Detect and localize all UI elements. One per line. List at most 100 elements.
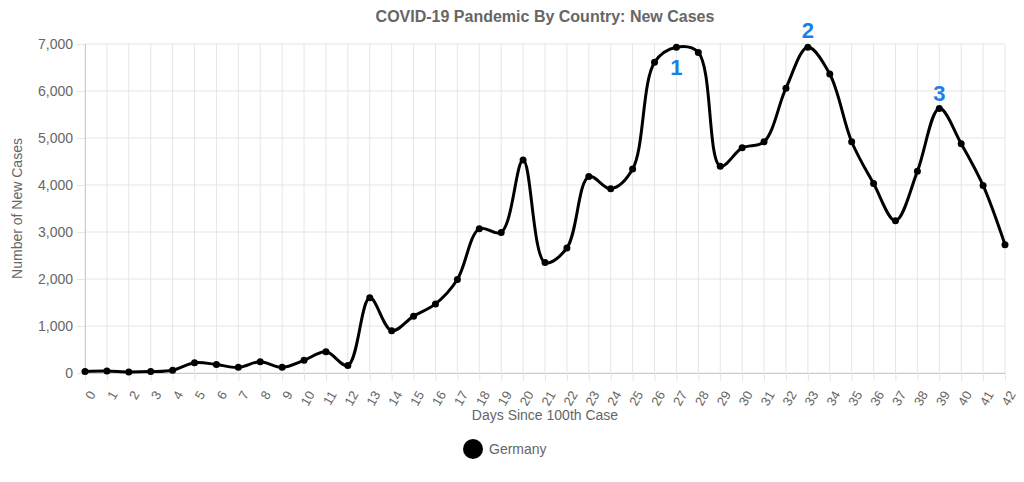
x-tick-label: 19 [495, 388, 515, 408]
x-tick-label: 13 [363, 388, 383, 408]
series-point[interactable] [1002, 241, 1009, 248]
series-point[interactable] [257, 358, 264, 365]
x-tick-mark [786, 373, 787, 381]
grid-line-x [742, 44, 743, 373]
x-tick-mark [392, 373, 393, 381]
series-point[interactable] [498, 229, 505, 236]
x-tick-label: 32 [779, 388, 799, 408]
series-point[interactable] [629, 166, 636, 173]
series-point[interactable] [958, 140, 965, 147]
grid-line-x [150, 44, 151, 373]
series-point[interactable] [870, 180, 877, 187]
series-point[interactable] [169, 367, 176, 374]
x-tick-label: 15 [407, 388, 427, 408]
x-tick: 36 [867, 373, 887, 408]
series-point[interactable] [410, 313, 417, 320]
x-tick-mark [874, 373, 875, 381]
x-tick-label: 34 [823, 388, 843, 408]
series-point[interactable] [191, 359, 198, 366]
series-point[interactable] [125, 369, 132, 376]
y-tick: 6,000 [38, 83, 85, 99]
x-tick-label: 11 [320, 388, 340, 407]
y-axis-title: Number of New Cases [9, 138, 25, 279]
series-point[interactable] [651, 59, 658, 66]
grid-line-x [479, 44, 480, 373]
grid-line-x [216, 44, 217, 373]
series-point[interactable] [804, 44, 811, 51]
series-point[interactable] [388, 327, 395, 334]
x-tick-label: 24 [604, 388, 624, 408]
x-tick: 33 [801, 373, 821, 408]
series-point[interactable] [279, 364, 286, 371]
x-tick-mark [326, 373, 327, 381]
grid-line-x [128, 44, 129, 373]
data-area [82, 44, 1009, 376]
series-point[interactable] [344, 362, 351, 369]
x-tick-mark [611, 373, 612, 381]
grid-line-x [501, 44, 502, 373]
series-point[interactable] [673, 44, 680, 51]
series-point[interactable] [585, 173, 592, 180]
series-point[interactable] [366, 294, 373, 301]
series-point[interactable] [213, 361, 220, 368]
y-tick-label: 5,000 [38, 130, 73, 146]
series-point[interactable] [542, 259, 549, 266]
series-point[interactable] [717, 163, 724, 170]
series-point[interactable] [848, 138, 855, 145]
x-tick-mark [479, 373, 480, 381]
x-tick-mark [435, 373, 436, 381]
series-point[interactable] [82, 368, 89, 375]
grid-line-x [238, 44, 239, 373]
x-axis-line [86, 374, 1006, 382]
series-point[interactable] [739, 144, 746, 151]
series-point[interactable] [607, 185, 614, 192]
x-tick-mark [1005, 373, 1006, 381]
series-point[interactable] [980, 182, 987, 189]
series-point[interactable] [235, 364, 242, 371]
x-tick-label: 3 [148, 388, 165, 402]
series-point[interactable] [476, 225, 483, 232]
grid-line-x [566, 44, 567, 373]
x-tick-label: 16 [429, 388, 449, 408]
x-tick: 16 [429, 373, 449, 408]
series-point[interactable] [892, 217, 899, 224]
grid-line-x [698, 44, 699, 373]
plot: 01,0002,0003,0004,0005,0006,0007,0000123… [38, 18, 1019, 409]
series-point[interactable] [695, 49, 702, 56]
x-tick-mark [764, 373, 765, 381]
series-point[interactable] [782, 85, 789, 92]
x-tick-label: 36 [867, 388, 887, 408]
legend-item[interactable]: Germany [463, 439, 547, 459]
x-tick: 38 [911, 373, 931, 408]
y-tick-mark [77, 279, 85, 280]
x-tick: 32 [779, 373, 799, 408]
grid-line-x [325, 44, 326, 373]
series-point[interactable] [520, 157, 527, 164]
x-tick: 28 [692, 373, 712, 408]
series-point[interactable] [914, 168, 921, 175]
x-tick-mark [238, 373, 239, 381]
x-tick-label: 12 [341, 388, 361, 408]
series-point[interactable] [147, 368, 154, 375]
series-point[interactable] [761, 138, 768, 145]
grid-line-x [523, 44, 524, 373]
grid [85, 44, 1005, 373]
series-point[interactable] [432, 300, 439, 307]
x-tick-mark [216, 373, 217, 381]
x-tick: 22 [560, 373, 580, 408]
y-tick: 7,000 [38, 36, 85, 52]
y-tick-mark [77, 138, 85, 139]
x-tick: 41 [977, 373, 997, 408]
series-point[interactable] [103, 368, 110, 375]
series-point[interactable] [826, 71, 833, 78]
series-point[interactable] [301, 357, 308, 364]
x-tick: 26 [648, 373, 668, 408]
y-tick-mark [77, 185, 85, 186]
x-tick-label: 27 [670, 388, 690, 408]
series-point[interactable] [563, 244, 570, 251]
grid-line-x [851, 44, 852, 373]
x-tick-label: 1 [104, 388, 121, 402]
series-point[interactable] [322, 348, 329, 355]
series-point[interactable] [454, 276, 461, 283]
x-tick-label: 41 [977, 388, 997, 408]
